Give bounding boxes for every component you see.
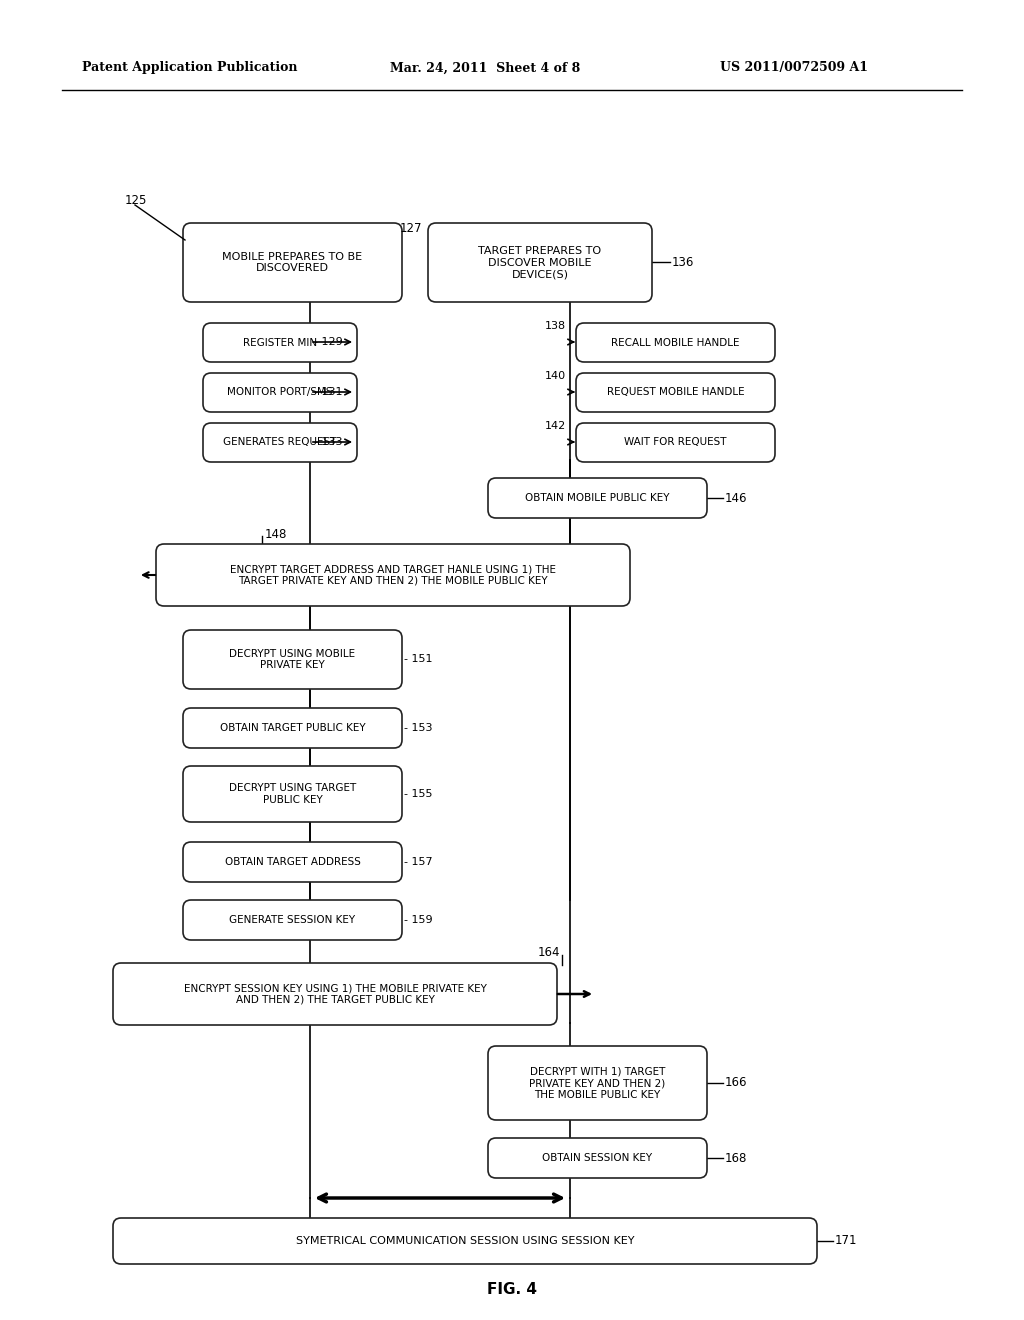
Text: DECRYPT USING MOBILE
PRIVATE KEY: DECRYPT USING MOBILE PRIVATE KEY bbox=[229, 648, 355, 671]
Text: GENERATES REQUEST: GENERATES REQUEST bbox=[223, 437, 337, 447]
Text: OBTAIN TARGET ADDRESS: OBTAIN TARGET ADDRESS bbox=[224, 857, 360, 867]
FancyBboxPatch shape bbox=[156, 544, 630, 606]
Text: - 151: - 151 bbox=[404, 653, 432, 664]
Text: - 129: - 129 bbox=[314, 337, 343, 347]
FancyBboxPatch shape bbox=[428, 223, 652, 302]
Text: RECALL MOBILE HANDLE: RECALL MOBILE HANDLE bbox=[611, 338, 739, 347]
Text: OBTAIN SESSION KEY: OBTAIN SESSION KEY bbox=[543, 1152, 652, 1163]
Text: 164: 164 bbox=[538, 946, 560, 960]
FancyBboxPatch shape bbox=[183, 630, 402, 689]
Text: OBTAIN MOBILE PUBLIC KEY: OBTAIN MOBILE PUBLIC KEY bbox=[525, 492, 670, 503]
Text: 136: 136 bbox=[672, 256, 694, 268]
Text: - 153: - 153 bbox=[404, 723, 432, 733]
Text: TARGET PREPARES TO
DISCOVER MOBILE
DEVICE(S): TARGET PREPARES TO DISCOVER MOBILE DEVIC… bbox=[478, 246, 601, 279]
Text: OBTAIN TARGET PUBLIC KEY: OBTAIN TARGET PUBLIC KEY bbox=[220, 723, 366, 733]
Text: 168: 168 bbox=[725, 1151, 748, 1164]
Text: US 2011/0072509 A1: US 2011/0072509 A1 bbox=[720, 62, 868, 74]
FancyBboxPatch shape bbox=[183, 766, 402, 822]
FancyBboxPatch shape bbox=[575, 323, 775, 362]
Text: 166: 166 bbox=[725, 1077, 748, 1089]
FancyBboxPatch shape bbox=[203, 374, 357, 412]
Text: MOBILE PREPARES TO BE
DISCOVERED: MOBILE PREPARES TO BE DISCOVERED bbox=[222, 252, 362, 273]
Text: - 131: - 131 bbox=[314, 387, 342, 397]
Text: REGISTER MIN: REGISTER MIN bbox=[243, 338, 317, 347]
Text: - 159: - 159 bbox=[404, 915, 432, 925]
Text: ENCRYPT TARGET ADDRESS AND TARGET HANLE USING 1) THE
TARGET PRIVATE KEY AND THEN: ENCRYPT TARGET ADDRESS AND TARGET HANLE … bbox=[230, 564, 556, 586]
Text: 140: 140 bbox=[545, 371, 566, 381]
Text: GENERATE SESSION KEY: GENERATE SESSION KEY bbox=[229, 915, 355, 925]
FancyBboxPatch shape bbox=[113, 964, 557, 1026]
Text: 148: 148 bbox=[265, 528, 288, 540]
FancyBboxPatch shape bbox=[203, 422, 357, 462]
Text: REQUEST MOBILE HANDLE: REQUEST MOBILE HANDLE bbox=[606, 388, 744, 397]
Text: 142: 142 bbox=[545, 421, 566, 432]
Text: WAIT FOR REQUEST: WAIT FOR REQUEST bbox=[625, 437, 727, 447]
Text: - 133: - 133 bbox=[314, 437, 342, 447]
FancyBboxPatch shape bbox=[183, 842, 402, 882]
Text: 138: 138 bbox=[545, 321, 566, 331]
Text: 125: 125 bbox=[125, 194, 147, 206]
Text: DECRYPT USING TARGET
PUBLIC KEY: DECRYPT USING TARGET PUBLIC KEY bbox=[229, 783, 356, 805]
FancyBboxPatch shape bbox=[183, 708, 402, 748]
FancyBboxPatch shape bbox=[488, 478, 707, 517]
Text: Patent Application Publication: Patent Application Publication bbox=[82, 62, 298, 74]
FancyBboxPatch shape bbox=[113, 1218, 817, 1265]
FancyBboxPatch shape bbox=[575, 422, 775, 462]
FancyBboxPatch shape bbox=[183, 223, 402, 302]
Text: MONITOR PORT/SMS: MONITOR PORT/SMS bbox=[227, 388, 333, 397]
Text: - 155: - 155 bbox=[404, 789, 432, 799]
Text: 127: 127 bbox=[399, 222, 422, 235]
FancyBboxPatch shape bbox=[183, 900, 402, 940]
FancyBboxPatch shape bbox=[488, 1045, 707, 1119]
Text: SYMETRICAL COMMUNICATION SESSION USING SESSION KEY: SYMETRICAL COMMUNICATION SESSION USING S… bbox=[296, 1236, 634, 1246]
Text: DECRYPT WITH 1) TARGET
PRIVATE KEY AND THEN 2)
THE MOBILE PUBLIC KEY: DECRYPT WITH 1) TARGET PRIVATE KEY AND T… bbox=[529, 1067, 666, 1100]
Text: - 157: - 157 bbox=[404, 857, 432, 867]
FancyBboxPatch shape bbox=[488, 1138, 707, 1177]
Text: 146: 146 bbox=[725, 491, 748, 504]
Text: Mar. 24, 2011  Sheet 4 of 8: Mar. 24, 2011 Sheet 4 of 8 bbox=[390, 62, 581, 74]
Text: ENCRYPT SESSION KEY USING 1) THE MOBILE PRIVATE KEY
AND THEN 2) THE TARGET PUBLI: ENCRYPT SESSION KEY USING 1) THE MOBILE … bbox=[183, 983, 486, 1005]
FancyBboxPatch shape bbox=[203, 323, 357, 362]
FancyBboxPatch shape bbox=[575, 374, 775, 412]
Text: 171: 171 bbox=[835, 1234, 857, 1247]
Text: FIG. 4: FIG. 4 bbox=[487, 1283, 537, 1298]
